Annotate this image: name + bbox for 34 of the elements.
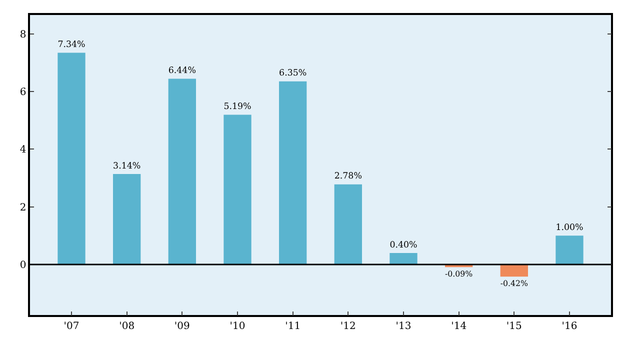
bar <box>113 174 141 265</box>
bar <box>58 52 86 265</box>
x-tick-label: '14 <box>451 320 467 332</box>
data-label: 0.40% <box>390 240 418 250</box>
bar <box>390 252 418 265</box>
x-tick-label: '08 <box>119 320 135 332</box>
bar <box>279 81 307 265</box>
x-tick-label: '10 <box>230 320 246 332</box>
data-label: 5.19% <box>224 102 252 112</box>
data-label: 2.78% <box>334 172 362 182</box>
x-tick-label: '09 <box>174 320 190 332</box>
x-tick-label: '15 <box>506 320 522 332</box>
data-label: -0.09% <box>445 269 474 278</box>
x-tick-label: '16 <box>562 320 578 332</box>
y-tick-label: 2 <box>20 202 26 214</box>
data-label: 1.00% <box>556 223 584 234</box>
y-tick-label: 0 <box>20 260 26 272</box>
data-label: 3.14% <box>113 161 141 172</box>
x-tick-label: '13 <box>396 320 412 332</box>
data-label: 6.44% <box>168 66 196 76</box>
data-label: 6.35% <box>279 68 307 79</box>
bar <box>556 236 584 265</box>
y-tick-label: 4 <box>20 144 26 156</box>
x-tick-label: '12 <box>340 320 356 332</box>
x-tick-label: '11 <box>285 320 301 332</box>
x-tick-label: '07 <box>64 320 80 332</box>
data-label: -0.42% <box>500 278 529 288</box>
bar <box>224 114 252 265</box>
bar <box>168 78 196 265</box>
y-tick-label: 6 <box>20 86 26 98</box>
bar <box>334 184 362 265</box>
y-tick-label: 8 <box>20 29 26 40</box>
data-label: 7.34% <box>58 40 86 50</box>
bar <box>500 264 528 277</box>
